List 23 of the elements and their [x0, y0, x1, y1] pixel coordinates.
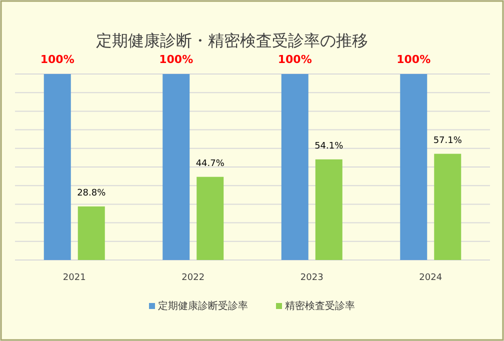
x-tick-label: 2024 — [419, 273, 442, 283]
chart-title: 定期健康診断・精密検査受診率の推移 — [96, 31, 368, 50]
legend-label: 定期健康診断受診率 — [158, 300, 248, 312]
data-label: 44.7% — [196, 158, 225, 169]
bar — [44, 74, 71, 260]
data-label: 100% — [396, 53, 431, 66]
x-tick-label: 2022 — [182, 273, 205, 283]
bar — [281, 74, 308, 260]
bar — [400, 74, 428, 260]
bar — [196, 176, 224, 260]
bar — [78, 206, 105, 260]
bar — [434, 154, 462, 260]
x-tick-label: 2023 — [300, 273, 324, 283]
data-label: 100% — [40, 53, 74, 66]
x-tick-label: 2021 — [62, 273, 86, 283]
data-label: 57.1% — [433, 136, 462, 146]
data-label: 54.1% — [314, 141, 344, 152]
data-label: 28.8% — [77, 188, 106, 198]
data-label: 100% — [278, 53, 312, 66]
data-label: 100% — [159, 53, 194, 66]
bar — [315, 159, 342, 260]
legend-label: 精密検査受診率 — [285, 300, 355, 312]
bar — [162, 74, 190, 260]
